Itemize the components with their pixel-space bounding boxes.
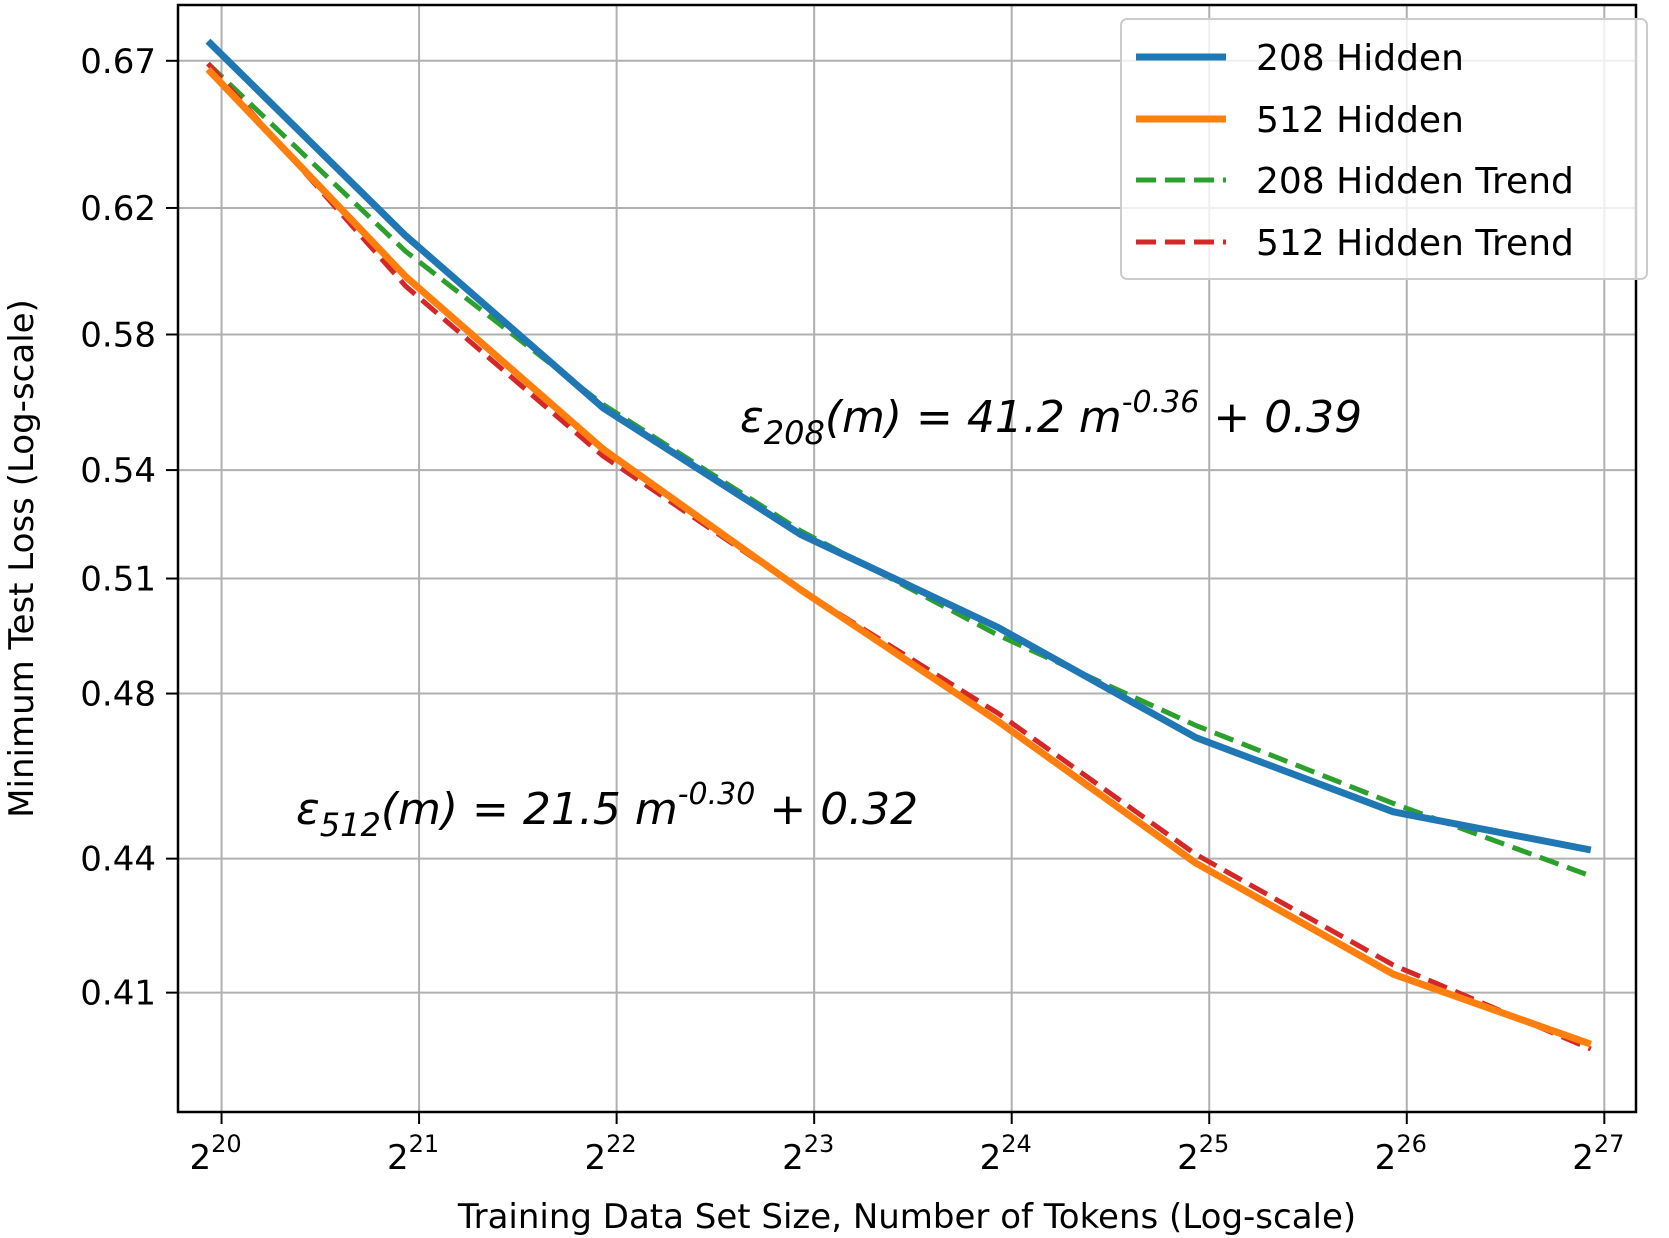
x-tick-base: 2 xyxy=(189,1138,211,1178)
x-tick-base: 2 xyxy=(1375,1138,1397,1178)
x-tick-base: 2 xyxy=(387,1138,409,1178)
annotation-formula: (m) = 41.2 m xyxy=(825,392,1122,443)
annotation-exponent: -0.30 xyxy=(678,777,756,812)
series-lines xyxy=(205,38,1592,1052)
x-tick-exponent: 27 xyxy=(1594,1130,1625,1158)
annotation-fit-208: ε208(m) = 41.2 m-0.36 + 0.39 xyxy=(740,385,1362,452)
legend-label-512-hidden-trend: 512 Hidden Trend xyxy=(1256,223,1574,264)
series-line-512-hidden xyxy=(205,66,1592,1048)
annotation-formula: (m) = 21.5 m xyxy=(381,784,678,835)
annotation-fit-512: ε512(m) = 21.5 m-0.30 + 0.32 xyxy=(296,777,918,844)
x-tick-base: 2 xyxy=(1177,1138,1199,1178)
x-tick-base: 2 xyxy=(782,1138,804,1178)
x-tick-base: 2 xyxy=(585,1138,607,1178)
plot-frame xyxy=(176,3,1638,1114)
annotation-subscript: 208 xyxy=(764,414,825,452)
legend-label-512-hidden: 512 Hidden xyxy=(1256,100,1464,141)
annotation-epsilon: ε xyxy=(296,784,320,835)
x-tick-label: 221 xyxy=(387,1130,439,1178)
y-tick-label: 0.62 xyxy=(80,189,156,229)
x-tick-exponent: 22 xyxy=(606,1130,637,1158)
x-tick-exponent: 21 xyxy=(409,1130,440,1158)
legend-label-208-hidden: 208 Hidden xyxy=(1256,38,1464,79)
y-tick-label: 0.44 xyxy=(80,840,156,880)
x-tick-label: 225 xyxy=(1177,1130,1229,1178)
x-tick-label: 227 xyxy=(1572,1130,1624,1178)
annotation-subscript: 512 xyxy=(320,806,381,844)
series-line-208-hidden xyxy=(205,38,1592,854)
annotation-constant: + 0.32 xyxy=(755,784,918,835)
x-tick-exponent: 20 xyxy=(211,1130,242,1158)
x-tick-label: 224 xyxy=(980,1130,1032,1178)
x-axis-label: Training Data Set Size, Number of Tokens… xyxy=(457,1197,1356,1237)
x-tick-label: 220 xyxy=(189,1130,241,1178)
annotation-constant: + 0.39 xyxy=(1199,392,1362,443)
annotation-exponent: -0.36 xyxy=(1122,385,1200,420)
axis-ticks: 220 221 222 223 224 225 226 2270.670.620.580.54… xyxy=(80,42,1624,1178)
x-tick-label: 222 xyxy=(585,1130,637,1178)
x-tick-exponent: 23 xyxy=(804,1130,835,1158)
annotation-epsilon: ε xyxy=(740,392,764,443)
x-tick-label: 223 xyxy=(782,1130,834,1178)
x-tick-label: 226 xyxy=(1375,1130,1427,1178)
y-tick-label: 0.58 xyxy=(80,315,156,355)
y-tick-label: 0.41 xyxy=(80,974,156,1014)
x-tick-base: 2 xyxy=(1572,1138,1594,1178)
y-tick-label: 0.48 xyxy=(80,675,156,715)
legend: 208 Hidden 512 Hidden 208 Hidden Trend 5… xyxy=(1120,18,1648,280)
x-tick-base: 2 xyxy=(980,1138,1002,1178)
y-axis-label: Minimum Test Loss (Log-scale) xyxy=(2,299,42,818)
legend-box xyxy=(1120,18,1648,280)
x-tick-exponent: 26 xyxy=(1396,1130,1427,1158)
x-tick-exponent: 25 xyxy=(1199,1130,1230,1158)
y-tick-label: 0.51 xyxy=(80,560,156,600)
y-tick-label: 0.67 xyxy=(80,42,156,82)
legend-label-208-hidden-trend: 208 Hidden Trend xyxy=(1256,161,1574,202)
y-tick-label: 0.54 xyxy=(80,451,156,491)
series-line-208-hidden-trend xyxy=(206,61,1592,879)
x-tick-exponent: 24 xyxy=(1001,1130,1032,1158)
